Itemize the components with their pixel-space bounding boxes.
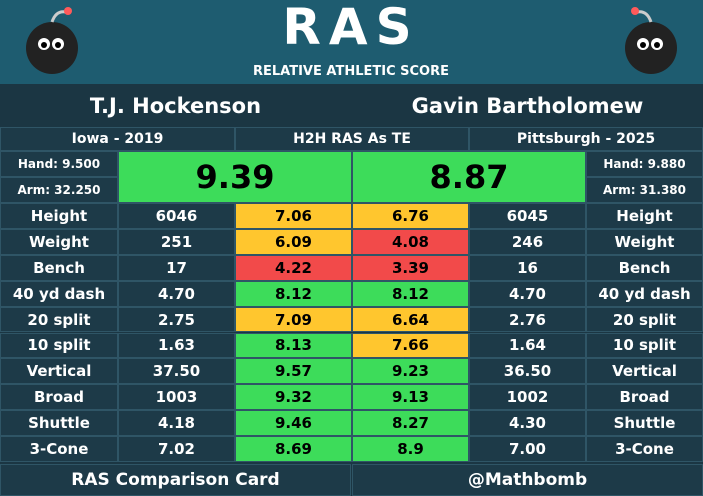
metric-label: Height [586,203,703,229]
score: 7.06 [235,203,352,229]
measurement: 1003 [118,384,235,411]
score: 7.09 [235,306,352,333]
metric-label: Broad [0,384,118,411]
measurement: 4.70 [469,280,586,307]
metric-label: Height [0,203,118,229]
score: 9.32 [235,384,352,411]
logo: RAS [282,0,419,56]
measurement: 37.50 [118,358,235,385]
measurement: 4.70 [118,280,235,307]
metric-label: Vertical [586,358,703,385]
score: 9.23 [352,358,469,385]
arm: Arm: 31.380 [586,177,703,203]
score: 3.39 [352,254,469,281]
metric-label: 20 split [0,306,118,333]
measurement: 36.50 [469,358,586,385]
footer-text: @Mathbomb [352,464,703,496]
score: 4.22 [235,254,352,281]
school: Iowa - 2019 [0,127,235,151]
measurement: 6046 [118,203,235,229]
measurement: 1.64 [469,332,586,359]
score: 9.13 [352,384,469,411]
metric-label: 3-Cone [0,436,118,462]
score: 6.76 [352,203,469,229]
metric-label: Weight [586,228,703,255]
metric-label: 3-Cone [586,436,703,462]
measurement: 4.18 [118,410,235,437]
measurement: 6045 [469,203,586,229]
score: 8.69 [235,436,352,462]
metric-label: Bench [0,254,118,281]
metric-label: Shuttle [586,410,703,437]
ras-score: 9.39 [118,151,352,203]
bomb-left [26,7,78,74]
score: 8.13 [235,332,352,359]
metric-label: Broad [586,384,703,411]
ras-score: 8.87 [352,151,586,203]
score: 9.57 [235,358,352,385]
metric-label: 10 split [586,332,703,359]
score: 7.66 [352,332,469,359]
metric-label: Shuttle [0,410,118,437]
measurement: 16 [469,254,586,281]
metric-label: 40 yd dash [0,280,118,307]
banner: RAS RELATIVE ATHLETIC SCORE [0,0,703,84]
measurement: 251 [118,228,235,255]
hand: Hand: 9.880 [586,151,703,177]
metric-label: Vertical [0,358,118,385]
measurement: 4.30 [469,410,586,437]
measurement: 2.75 [118,306,235,333]
tagline: RELATIVE ATHLETIC SCORE [253,64,449,79]
metric-label: 20 split [586,306,703,333]
metric-label: 10 split [0,332,118,359]
score: 8.27 [352,410,469,437]
score: 8.12 [235,280,352,307]
player-name: Gavin Bartholomew [411,94,644,118]
metric-label: 40 yd dash [586,280,703,307]
score: 8.9 [352,436,469,462]
score: 6.64 [352,306,469,333]
measurement: 1002 [469,384,586,411]
arm: Arm: 32.250 [0,177,118,203]
score: 9.46 [235,410,352,437]
school: Pittsburgh - 2025 [469,127,703,151]
bomb-right [625,7,677,74]
metric-label: Weight [0,228,118,255]
player-name: T.J. Hockenson [89,94,262,118]
score: 6.09 [235,228,352,255]
comparison-title: H2H RAS As TE [235,127,469,151]
score: 8.12 [352,280,469,307]
measurement: 7.00 [469,436,586,462]
measurement: 7.02 [118,436,235,462]
measurement: 2.76 [469,306,586,333]
score: 4.08 [352,228,469,255]
measurement: 1.63 [118,332,235,359]
measurement: 246 [469,228,586,255]
banner-art: RAS RELATIVE ATHLETIC SCORE [26,0,677,79]
measurement: 17 [118,254,235,281]
metric-label: Bench [586,254,703,281]
hand: Hand: 9.500 [0,151,118,177]
footer-text: RAS Comparison Card [0,464,351,496]
